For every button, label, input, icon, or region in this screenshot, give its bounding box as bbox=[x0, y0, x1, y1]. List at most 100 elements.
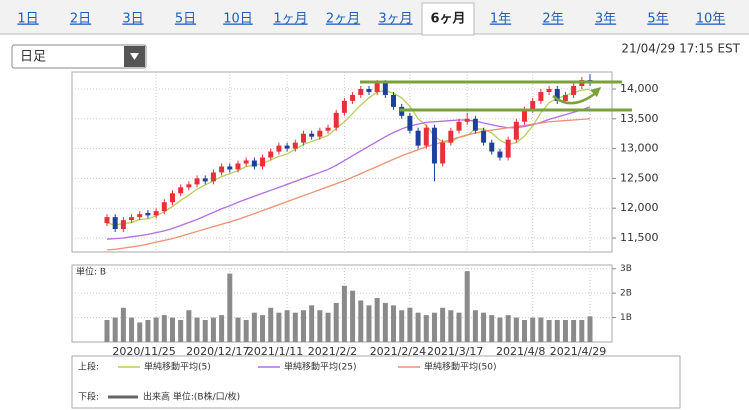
candle-body bbox=[194, 178, 200, 185]
tab[interactable]: 5日 bbox=[175, 12, 196, 27]
select-arrow bbox=[130, 53, 139, 60]
volume-bar bbox=[481, 312, 487, 342]
volume-bar bbox=[562, 320, 568, 342]
legend-label: 単純移動平均(5) bbox=[144, 361, 211, 373]
x-tick-label: 2021/4/29 bbox=[550, 345, 606, 358]
y-tick-label: 11,500 bbox=[620, 231, 659, 244]
volume-bar bbox=[104, 320, 110, 342]
candle-body bbox=[186, 184, 192, 188]
candle-body bbox=[407, 115, 413, 131]
volume-bar bbox=[366, 305, 372, 342]
volume-bar bbox=[440, 307, 446, 342]
annotation-arrow bbox=[552, 91, 598, 105]
tab[interactable]: 2年 bbox=[542, 12, 563, 27]
interval-select[interactable]: 日足 bbox=[11, 44, 147, 69]
volume-bar bbox=[300, 310, 306, 342]
y-tick-label: 1B bbox=[620, 313, 632, 323]
volume-bar bbox=[456, 312, 462, 342]
legend-label: 単純移動平均(25) bbox=[284, 361, 356, 373]
volume-bar bbox=[497, 317, 503, 342]
candle-body bbox=[350, 94, 356, 101]
timestamp: 21/04/29 17:15 EST bbox=[621, 42, 740, 56]
volume-bar bbox=[268, 307, 274, 342]
tab[interactable]: 2日 bbox=[70, 12, 91, 27]
candle-body bbox=[227, 166, 233, 170]
candle-body bbox=[317, 130, 323, 137]
candle-body bbox=[153, 211, 159, 216]
tab[interactable]: 3年 bbox=[595, 12, 616, 27]
candle-body bbox=[325, 127, 331, 131]
tab-selected-bg[interactable] bbox=[421, 2, 475, 36]
candle-body bbox=[456, 121, 462, 131]
volume-bar bbox=[587, 316, 593, 342]
tab[interactable]: 10年 bbox=[696, 12, 726, 27]
tab[interactable]: 10日 bbox=[223, 12, 253, 27]
tabs: 1日 2日 3日 5日 10日 1ヶ月 2ヶ月 3ヶ月 6ヶ月 1年 2年 3年 5年 10年 bbox=[17, 2, 726, 36]
volume-bar bbox=[374, 298, 380, 342]
candle-body bbox=[497, 151, 503, 158]
volume-bar bbox=[522, 320, 528, 342]
candle-body bbox=[554, 88, 560, 101]
candle-body bbox=[464, 118, 470, 122]
tab[interactable]: 3ヶ月 bbox=[378, 12, 412, 27]
volume-bar bbox=[219, 315, 225, 342]
candle-body bbox=[129, 217, 135, 221]
volume-bar bbox=[194, 317, 200, 342]
volume-bar bbox=[284, 310, 290, 342]
volume-bar bbox=[325, 312, 331, 342]
volume-bar bbox=[341, 285, 347, 342]
volume-bar bbox=[251, 312, 257, 342]
tab[interactable]: 1年 bbox=[490, 12, 511, 27]
tab[interactable]: 5年 bbox=[647, 12, 668, 27]
tab[interactable]: 3日 bbox=[122, 12, 143, 27]
candle-body bbox=[440, 142, 446, 164]
x-tick-label: 2021/2/24 bbox=[370, 345, 426, 358]
volume-bar bbox=[423, 315, 429, 342]
candle-body bbox=[382, 83, 388, 95]
volume-bar bbox=[350, 290, 356, 342]
y-tick-label: 12,000 bbox=[620, 201, 659, 214]
candle-body bbox=[522, 109, 528, 122]
candle-body bbox=[333, 112, 339, 128]
volume-bar bbox=[309, 305, 315, 342]
candle-body bbox=[243, 160, 249, 164]
candle-body bbox=[145, 212, 151, 216]
select-box[interactable] bbox=[11, 44, 147, 69]
candle-body bbox=[341, 100, 347, 113]
candle-body bbox=[202, 178, 208, 182]
candle-body bbox=[104, 217, 110, 224]
volume-bar bbox=[448, 310, 454, 342]
candle-body bbox=[284, 145, 290, 149]
legend-upper-label: 上段: bbox=[78, 361, 99, 373]
volume-bar bbox=[186, 310, 192, 342]
y-tick-label: 3B bbox=[620, 264, 632, 274]
x-tick-label: 2021/4/8 bbox=[496, 345, 545, 358]
volume-bar bbox=[235, 317, 241, 342]
unit-label: 単位: B bbox=[76, 266, 106, 278]
volume-bar bbox=[145, 320, 151, 342]
candle-body bbox=[562, 94, 568, 101]
tab[interactable]: 6ヶ月 bbox=[430, 12, 465, 27]
tab[interactable]: 1日 bbox=[17, 12, 38, 27]
volume-bar bbox=[391, 305, 397, 342]
tab[interactable]: 2ヶ月 bbox=[326, 12, 360, 27]
candle-body bbox=[538, 91, 544, 101]
volume-bar bbox=[202, 320, 208, 342]
volume-bar bbox=[415, 312, 421, 342]
candle-body bbox=[178, 187, 184, 194]
tab-bar bbox=[0, 0, 749, 34]
volume-bar bbox=[276, 312, 282, 342]
tab[interactable]: 1ヶ月 bbox=[273, 12, 307, 27]
x-tick-label: 2021/1/11 bbox=[247, 345, 303, 358]
volume-bar bbox=[333, 302, 339, 342]
candle-body bbox=[530, 100, 536, 110]
volume-bar bbox=[169, 317, 175, 342]
candle-body bbox=[472, 118, 478, 131]
annotation-arrowhead bbox=[590, 87, 601, 97]
candle-body bbox=[448, 130, 454, 143]
volume-bar bbox=[407, 307, 413, 342]
volume-bar bbox=[317, 310, 323, 342]
candle-body bbox=[137, 214, 143, 218]
candle-body bbox=[268, 151, 274, 158]
volume-bar bbox=[538, 317, 544, 342]
